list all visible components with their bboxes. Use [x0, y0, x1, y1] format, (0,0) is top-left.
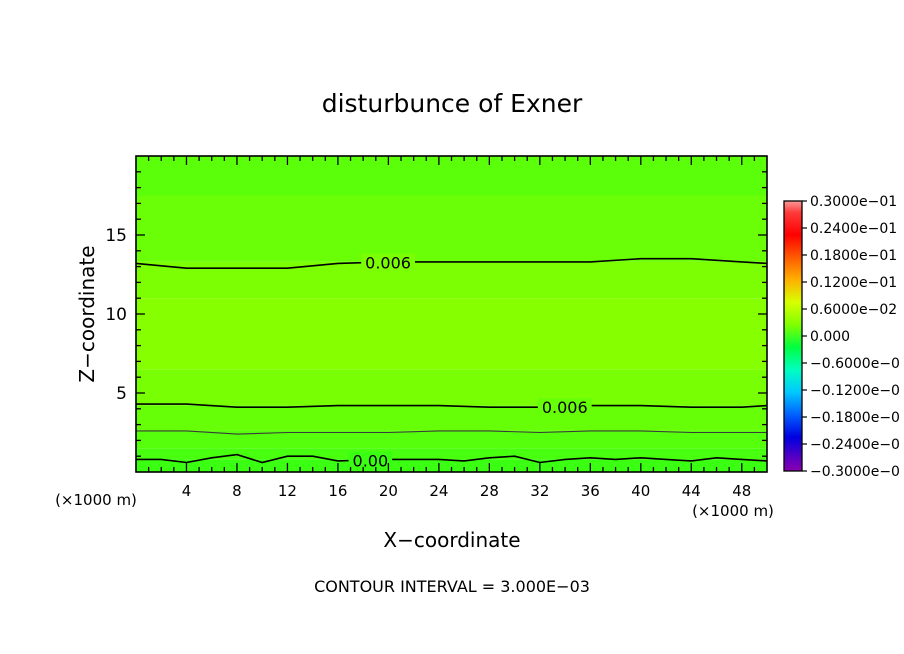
x-tick-label-40: 40	[631, 482, 650, 500]
x-tick-labels: 4 8 12 16 20 24 28 32 36 40 44 48	[182, 482, 752, 500]
x-tick-label-16: 16	[328, 482, 347, 500]
colorbar-label-9: −0.2400e−0	[810, 437, 900, 453]
colorbar-labels: 0.3000e−01 0.2400e−01 0.1800e−01 0.1200e−01…	[810, 194, 900, 480]
x-tick-label-8: 8	[232, 482, 242, 500]
contour-fill-bands	[136, 156, 767, 472]
fill-band-4	[136, 369, 767, 406]
fill-band-3	[136, 405, 767, 431]
fill-band-5	[136, 298, 767, 370]
x-axis-label: X−coordinate	[383, 528, 520, 552]
y-tick-label-10: 10	[105, 305, 127, 325]
contour-lines	[136, 257, 767, 464]
fill-band-0	[136, 459, 767, 472]
colorbar-label-3: 0.1200e−01	[810, 275, 897, 291]
x-tick-label-36: 36	[581, 482, 600, 500]
fill-band-2	[136, 430, 767, 449]
contour-interval-note: CONTOUR INTERVAL = 3.000E−03	[314, 577, 590, 596]
colorbar-label-0: 0.3000e−01	[810, 194, 897, 210]
fill-band-6	[136, 261, 767, 299]
colorbar-label-1: 0.2400e−01	[810, 221, 897, 237]
colorbar-label-7: −0.1200e−0	[810, 383, 900, 399]
contour-line-1	[136, 403, 767, 408]
fill-band-8	[136, 156, 767, 196]
x-tick-label-20: 20	[379, 482, 398, 500]
x-tick-label-48: 48	[732, 482, 751, 500]
colorbar-label-4: 0.6000e−02	[810, 302, 897, 318]
colorbar	[783, 200, 807, 472]
x-tick-label-28: 28	[480, 482, 499, 500]
y-tick-labels: 5 10 15	[105, 226, 127, 404]
x-tick-label-32: 32	[530, 482, 549, 500]
contour-line-3	[136, 453, 767, 464]
contour-label-0: 0.006	[365, 254, 411, 273]
fill-band-1	[136, 448, 767, 460]
colorbar-gradient	[784, 201, 802, 471]
y-axis-label: Z−coordinate	[75, 245, 99, 382]
contour-label-bg-3	[348, 451, 393, 470]
colorbar-label-5: 0.000	[810, 329, 850, 345]
axis-ticks	[136, 156, 767, 472]
x-tick-label-4: 4	[182, 482, 192, 500]
x-tick-label-24: 24	[429, 482, 448, 500]
y-tick-label-15: 15	[105, 226, 127, 246]
colorbar-label-10: −0.3000e−0	[810, 464, 900, 480]
colorbar-label-6: −0.6000e−0	[810, 356, 900, 372]
colorbar-label-8: −0.1800e−0	[810, 410, 900, 426]
contour-line-2	[136, 430, 767, 435]
contour-label-bg-1	[537, 398, 592, 417]
contour-label-bg-0	[361, 253, 415, 272]
contour-label-3: 0.00	[353, 452, 389, 471]
contour-labels: 0.006 0.006 0.00	[348, 253, 592, 471]
contour-line-0	[136, 257, 767, 269]
colorbar-label-2: 0.1800e−01	[810, 248, 897, 264]
contour-label-1: 0.006	[542, 398, 588, 417]
x-tick-label-44: 44	[682, 482, 701, 500]
y-unit-label: (×1000 m)	[55, 491, 137, 509]
x-unit-label: (×1000 m)	[692, 502, 774, 520]
fill-band-7	[136, 195, 767, 262]
x-tick-label-12: 12	[278, 482, 297, 500]
chart-title: disturbunce of Exner	[322, 89, 583, 118]
y-tick-label-5: 5	[116, 384, 127, 404]
